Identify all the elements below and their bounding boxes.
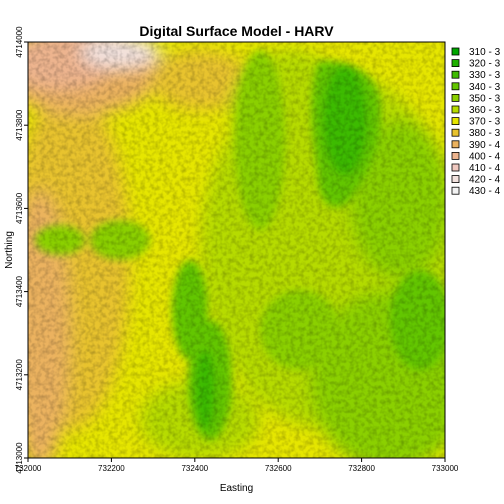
legend-label: 390 - 4 xyxy=(469,140,501,151)
legend-label: 320 - 3 xyxy=(469,59,501,70)
legend-swatch xyxy=(451,47,460,56)
legend-swatch xyxy=(451,151,460,160)
legend-swatch xyxy=(451,163,460,172)
legend-label: 360 - 3 xyxy=(469,105,501,116)
legend-swatch xyxy=(451,128,460,137)
legend-swatch xyxy=(451,140,460,149)
legend-label: 330 - 3 xyxy=(469,70,501,81)
legend-swatch xyxy=(451,94,460,102)
legend-swatch xyxy=(451,186,460,195)
x-tick-label: 732000 xyxy=(15,464,42,473)
x-tick-label: 733000 xyxy=(432,464,459,473)
legend-swatch xyxy=(451,175,460,184)
x-axis-title: Easting xyxy=(220,483,253,494)
y-tick-label: 4713600 xyxy=(15,192,24,224)
raster-plot-area xyxy=(28,42,445,458)
legend-swatch xyxy=(451,105,460,114)
legend-label: 310 - 3 xyxy=(469,47,501,58)
legend-label: 410 - 4 xyxy=(469,163,501,174)
x-tick-label: 732600 xyxy=(265,464,292,473)
plot-border xyxy=(27,41,446,459)
x-tick-label: 732800 xyxy=(348,464,375,473)
legend-label: 400 - 4 xyxy=(469,151,501,162)
legend-swatch xyxy=(451,82,460,91)
y-tick-label: 4713000 xyxy=(15,442,24,474)
legend-label: 430 - 4 xyxy=(469,186,501,197)
y-tick-label: 4713800 xyxy=(15,109,24,141)
y-tick-label: 4713200 xyxy=(15,359,24,391)
legend-swatch xyxy=(451,70,460,79)
chart-title: Digital Surface Model - HARV xyxy=(139,23,334,39)
legend-label: 380 - 3 xyxy=(469,128,501,139)
legend-swatch xyxy=(451,117,460,125)
y-axis: 4713000 4713200 4713400 4713600 4713800 47140… xyxy=(15,26,28,474)
legend-label: 370 - 3 xyxy=(469,117,501,128)
y-tick-label: 4714000 xyxy=(15,26,24,58)
y-tick-label: 4713400 xyxy=(15,275,24,307)
x-axis: 732000 732200 732400 732600 732800 733000 xyxy=(15,458,459,473)
legend-swatch xyxy=(451,59,460,67)
x-tick-label: 732200 xyxy=(98,464,125,473)
legend-label: 350 - 3 xyxy=(469,93,501,104)
x-tick-label: 732400 xyxy=(181,464,208,473)
y-axis-title: Northing xyxy=(4,231,15,269)
legend-label: 340 - 3 xyxy=(469,82,501,93)
legend-label: 420 - 4 xyxy=(469,175,501,186)
